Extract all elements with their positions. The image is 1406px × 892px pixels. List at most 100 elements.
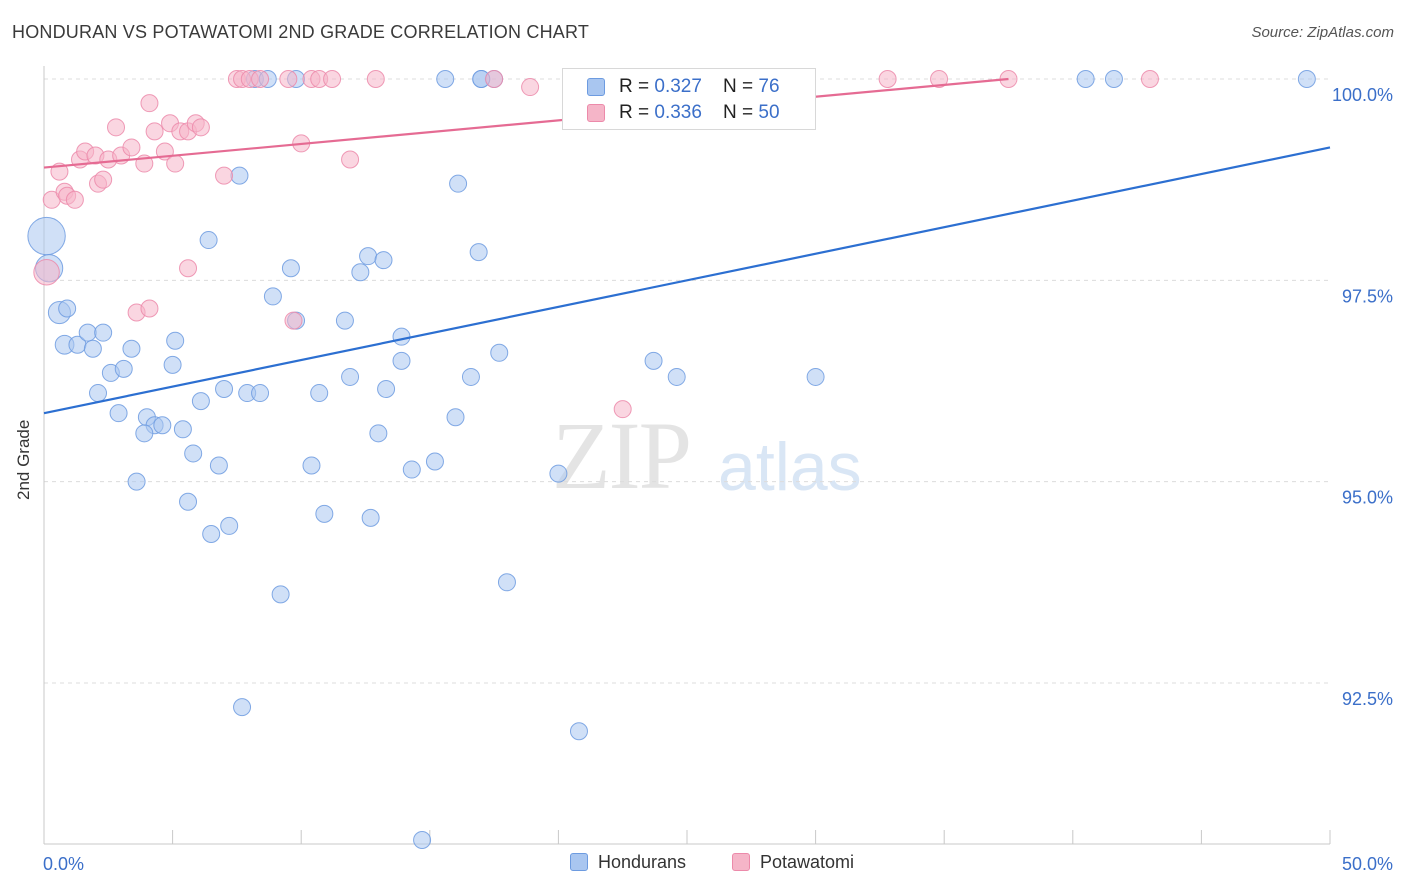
honduran-point [251, 384, 270, 403]
honduran-point [179, 492, 198, 511]
honduran-point [153, 416, 172, 435]
honduran-point [163, 355, 182, 374]
y-tick-label: 97.5% [1342, 286, 1393, 306]
honduran-point [215, 380, 234, 399]
honduran-point [351, 263, 370, 282]
legend-label-hondurans: Hondurans [598, 852, 687, 872]
honduran-point [281, 259, 300, 278]
honduran-point [392, 327, 411, 346]
honduran-point [89, 384, 108, 403]
stats-r-label: R = [619, 102, 655, 123]
stats-r-value: 0.336 [654, 102, 702, 123]
honduran-point [413, 830, 432, 849]
stats-r-label: R = [619, 76, 655, 97]
y-tick-label: 92.5% [1342, 689, 1393, 709]
honduran-point [392, 351, 411, 370]
potawatomi-point [140, 299, 159, 318]
potawatomi-point [341, 150, 360, 169]
potawatomi-point [613, 400, 632, 419]
honduran-point [263, 287, 282, 306]
x-tick-label: 50.0% [1342, 854, 1393, 874]
honduran-point [302, 456, 321, 475]
honduran-point [220, 516, 239, 535]
honduran-point [230, 166, 249, 185]
honduran-point [114, 359, 133, 378]
stats-n-label: N = [723, 76, 759, 97]
stats-n-label: N = [723, 102, 759, 123]
honduran-point [27, 216, 66, 256]
chart-title: HONDURAN VS POTAWATOMI 2ND GRADE CORRELA… [12, 22, 590, 42]
honduran-point [173, 420, 192, 439]
honduran-point [83, 339, 102, 358]
potawatomi-point [878, 70, 897, 88]
honduran-point [490, 343, 509, 362]
stats-swatch-hondurans [587, 78, 605, 96]
honduran-point [135, 424, 154, 443]
potawatomi-point [930, 70, 949, 88]
potawatomi-trendline [43, 77, 1009, 169]
potawatomi-point [166, 154, 185, 173]
honduran-point [109, 404, 128, 423]
potawatomi-point [145, 122, 164, 141]
honduran-point [446, 408, 465, 427]
potawatomi-point [1140, 70, 1159, 88]
potawatomi-point [251, 70, 270, 88]
x-tick-label: 0.0% [43, 854, 84, 874]
honduran-point [497, 573, 516, 592]
honduran-point [127, 472, 146, 491]
honduran-point [94, 323, 113, 342]
legend-swatch-potawatomi [732, 853, 750, 871]
y-tick-label: 100.0% [1332, 85, 1393, 105]
potawatomi-point [215, 166, 234, 185]
potawatomi-point [485, 70, 504, 88]
stats-n-value: 50 [758, 102, 780, 123]
potawatomi-point [366, 70, 385, 88]
honduran-point [469, 243, 488, 262]
honduran-point [806, 367, 825, 386]
honduran-point [1297, 70, 1316, 88]
watermark-zip: ZIP [552, 402, 692, 509]
honduran-point [667, 367, 686, 386]
honduran-point [361, 508, 380, 527]
honduran-trendline [43, 146, 1331, 415]
honduran-point [402, 460, 421, 479]
honduran-point [425, 452, 444, 471]
honduran-point [461, 367, 480, 386]
stats-box: R = 0.327 N = 76 R = 0.336 N = 50 [562, 68, 816, 130]
honduran-point [315, 504, 334, 523]
honduran-point [202, 524, 221, 543]
honduran-point [209, 456, 228, 475]
source-label: Source: ZipAtlas.com [1251, 24, 1394, 41]
legend-label-potawatomi: Potawatomi [760, 852, 855, 872]
honduran-point [199, 231, 218, 250]
stats-n-value: 76 [758, 76, 780, 97]
honduran-point [369, 424, 388, 443]
honduran-point [122, 339, 141, 358]
potawatomi-point [94, 170, 113, 189]
honduran-point [166, 331, 185, 350]
honduran-point [271, 585, 290, 604]
honduran-point [1076, 70, 1095, 88]
watermark-atlas: atlas [718, 429, 862, 505]
honduran-point [436, 70, 455, 88]
potawatomi-point [140, 94, 159, 113]
legend-item-hondurans[interactable]: Hondurans [570, 852, 686, 873]
potawatomi-point [279, 70, 298, 88]
stats-swatch-potawatomi [587, 104, 605, 122]
legend-item-potawatomi[interactable]: Potawatomi [732, 852, 854, 873]
potawatomi-point [33, 259, 60, 286]
potawatomi-point [191, 118, 210, 137]
stats-r-value: 0.327 [654, 76, 702, 97]
honduran-point [377, 380, 396, 399]
legend-swatch-hondurans [570, 853, 588, 871]
honduran-point [569, 722, 588, 741]
honduran-point [191, 392, 210, 411]
honduran-point [374, 251, 393, 270]
potawatomi-point [179, 259, 198, 278]
potawatomi-point [323, 70, 342, 88]
potawatomi-point [521, 78, 540, 97]
honduran-point [549, 464, 568, 483]
honduran-point [184, 444, 203, 463]
y-tick-label: 95.0% [1342, 488, 1393, 508]
